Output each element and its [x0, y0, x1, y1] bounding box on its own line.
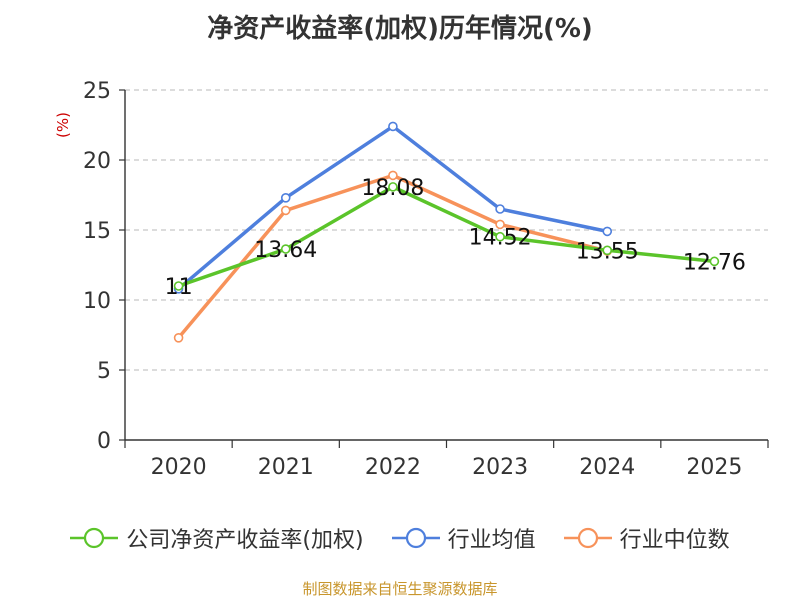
data-point-series-0 [495, 231, 505, 242]
data-label: 14.52 [469, 226, 532, 251]
data-point-series-0 [173, 281, 184, 291]
x-tick-label: 2023 [472, 455, 528, 480]
legend-item-1[interactable]: 行业均值 [391, 522, 536, 554]
y-tick-label: 25 [83, 79, 111, 104]
series-line-0 [178, 185, 715, 288]
x-tick-label: 2024 [579, 455, 635, 480]
legend-swatch-marker [577, 527, 598, 549]
data-point-series-1 [602, 226, 613, 237]
chart-title: 净资产收益率(加权)历年情况(%) [207, 14, 593, 44]
data-label: 13.55 [576, 239, 639, 264]
series-layer [173, 121, 720, 343]
data-point-series-0 [388, 182, 398, 192]
y-tick-label: 0 [97, 429, 111, 454]
legend-item-0[interactable]: 公司净资产收益率(加权) [70, 522, 364, 554]
data-point-series-1 [495, 204, 505, 214]
data-point-series-2 [495, 219, 505, 230]
data-point-series-2 [388, 170, 398, 181]
y-tick-label: 5 [97, 359, 111, 384]
data-point-series-0 [709, 256, 720, 267]
x-tick-label: 2022 [365, 455, 421, 480]
data-point-series-0 [602, 245, 613, 256]
data-point-series-1 [388, 121, 398, 132]
y-tick-label: 15 [83, 219, 111, 244]
data-point-series-2 [173, 332, 184, 343]
legend: 公司净资产收益率(加权) 行业均值 行业中位数 [0, 518, 800, 558]
x-tick-label: 2021 [258, 455, 314, 480]
data-point-series-0 [280, 244, 291, 254]
y-tick-label: 20 [83, 149, 111, 174]
x-tick-label: 2020 [151, 455, 207, 480]
legend-swatch-icon [391, 527, 440, 549]
y-axis-label: (%) [54, 112, 72, 138]
data-label: 12.76 [683, 250, 746, 275]
legend-swatch-icon [563, 527, 612, 549]
data-label: 13.64 [254, 238, 317, 263]
data-label: 18.08 [361, 176, 424, 201]
legend-swatch-marker [84, 527, 105, 549]
legend-label: 行业中位数 [619, 528, 730, 553]
legend-item-2[interactable]: 行业中位数 [563, 522, 730, 554]
data-label-layer: 11 13.64 18.08 14.52 13.55 12.76 [165, 176, 746, 300]
y-tick-label: 10 [83, 289, 111, 314]
legend-swatch-marker [405, 527, 426, 549]
data-point-series-1 [280, 193, 291, 203]
footer-source: 制图数据来自恒生聚源数据库 [302, 580, 498, 598]
legend-label: 公司净资产收益率(加权) [126, 528, 364, 553]
x-tick-label: 2025 [686, 455, 742, 480]
data-point-series-2 [280, 205, 291, 216]
legend-swatch-icon [70, 527, 119, 549]
legend-label: 行业均值 [447, 528, 536, 553]
data-label: 11 [165, 275, 193, 300]
grid-layer [125, 89, 768, 371]
